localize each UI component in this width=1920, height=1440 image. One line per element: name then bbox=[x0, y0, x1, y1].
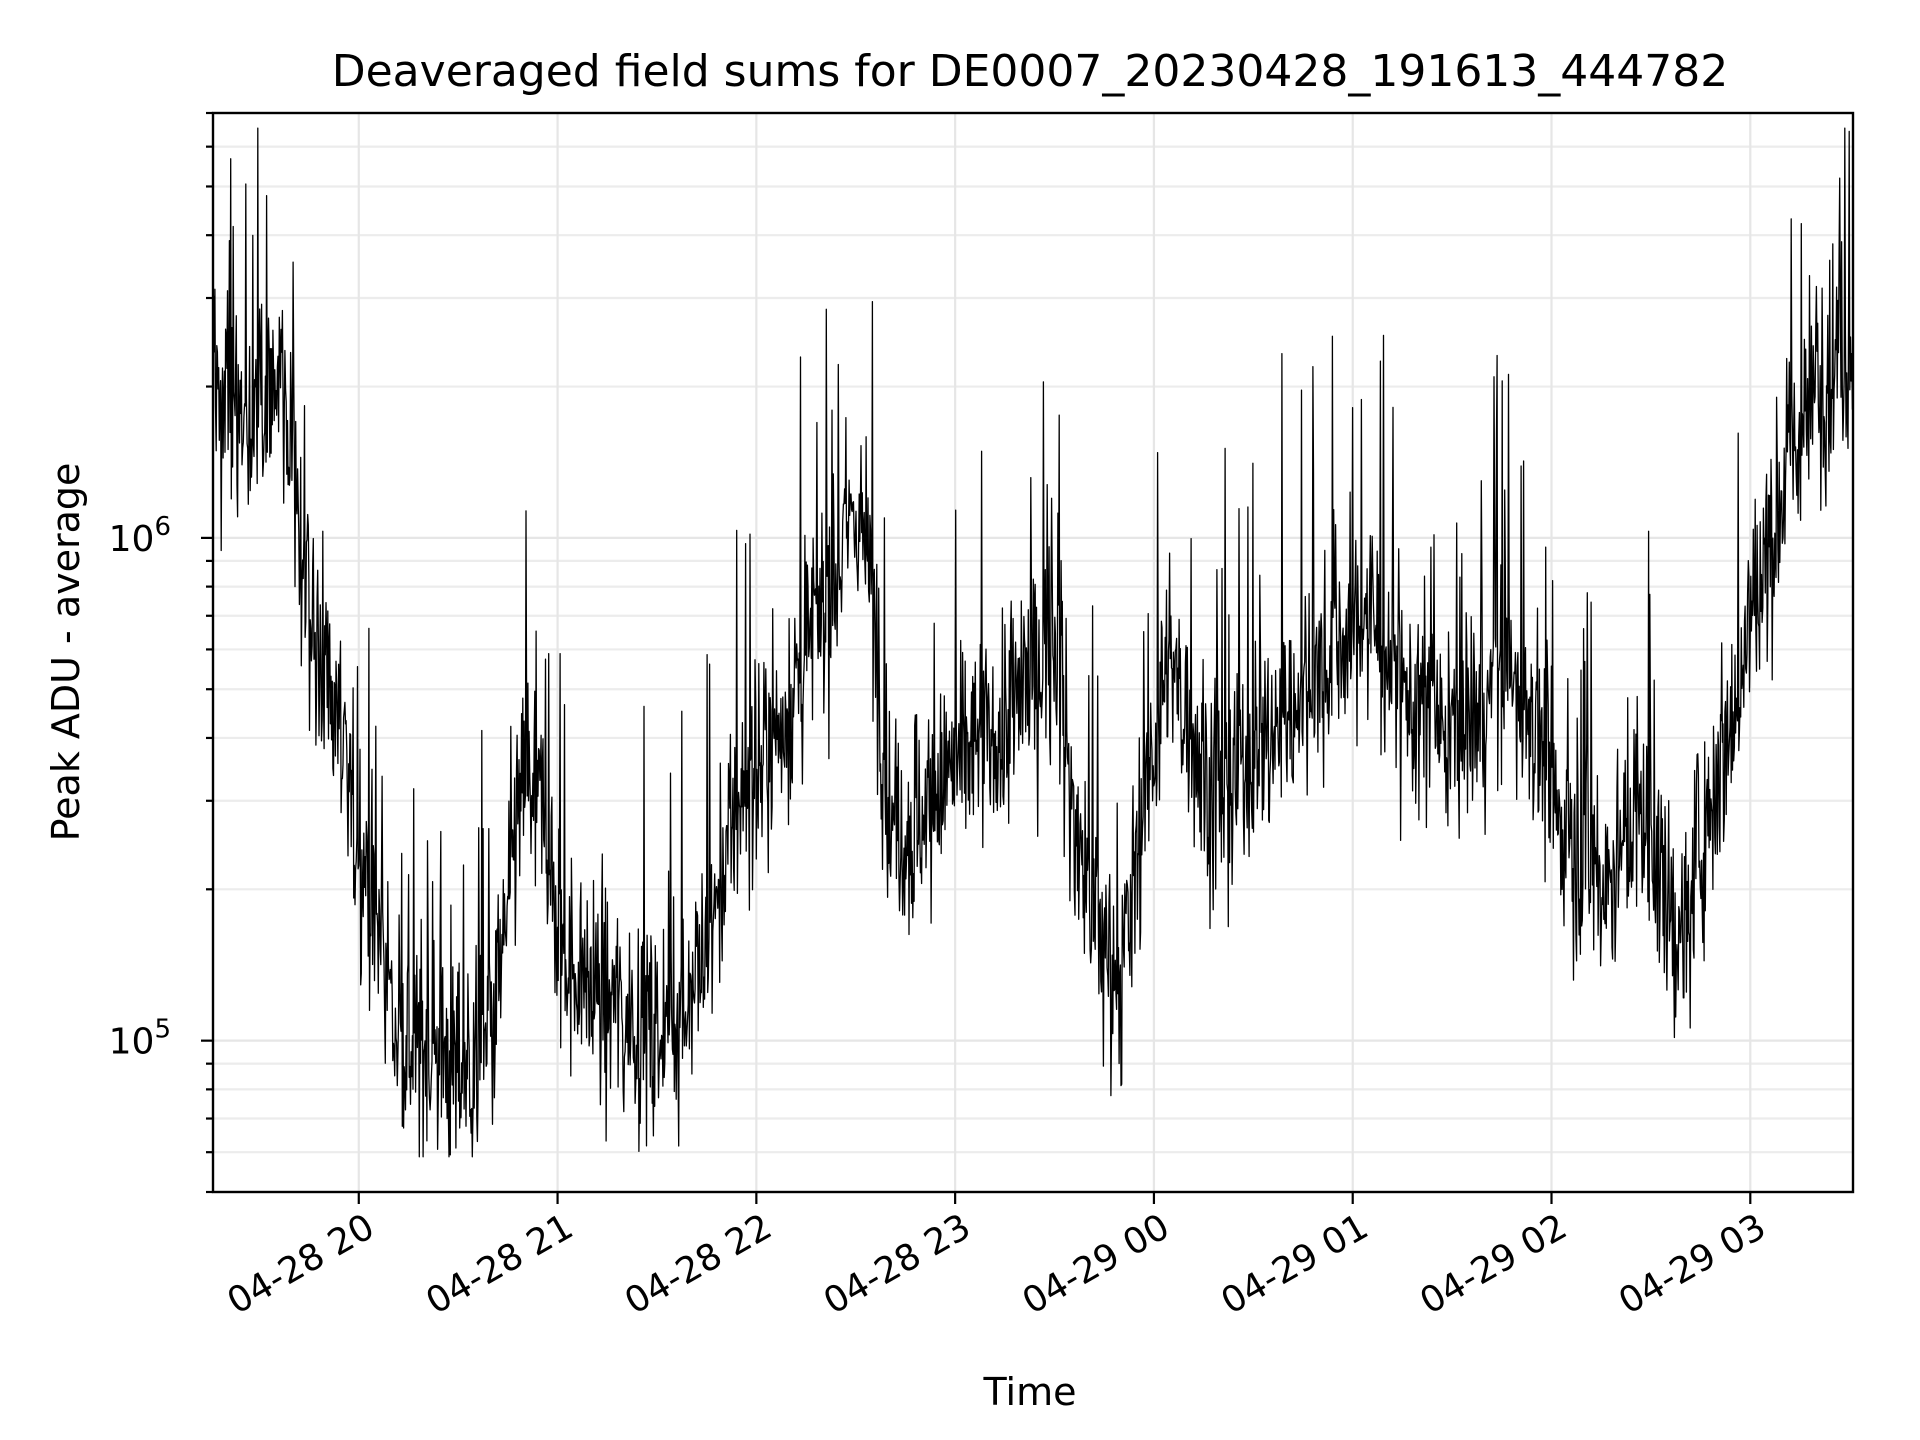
x-tick-label: 04-28 20 bbox=[221, 1206, 382, 1322]
chart-title: Deaveraged field sums for DE0007_2023042… bbox=[332, 46, 1729, 97]
x-axis-label: Time bbox=[983, 1370, 1077, 1414]
x-tick-label: 04-29 00 bbox=[1016, 1206, 1177, 1322]
x-axis: 04-28 20 04-28 21 04-28 22 04-28 23 04-29 00… bbox=[221, 1192, 1773, 1323]
y-tick-label: 106 bbox=[109, 512, 171, 560]
plot-frame bbox=[211, 111, 1855, 1194]
y-axis: 105 106 bbox=[109, 111, 213, 1194]
y-tick-label: 105 bbox=[109, 1015, 171, 1063]
x-tick-label: 04-29 02 bbox=[1413, 1206, 1574, 1322]
x-tick-label: 04-28 22 bbox=[618, 1206, 779, 1322]
x-tick-label: 04-29 01 bbox=[1215, 1206, 1376, 1322]
x-tick-label: 04-28 23 bbox=[817, 1206, 978, 1322]
x-tick-label: 04-28 21 bbox=[419, 1206, 580, 1322]
y-axis-label: Peak ADU - average bbox=[44, 463, 88, 842]
x-tick-label: 04-29 03 bbox=[1612, 1206, 1773, 1322]
series-line bbox=[212, 127, 1854, 1158]
